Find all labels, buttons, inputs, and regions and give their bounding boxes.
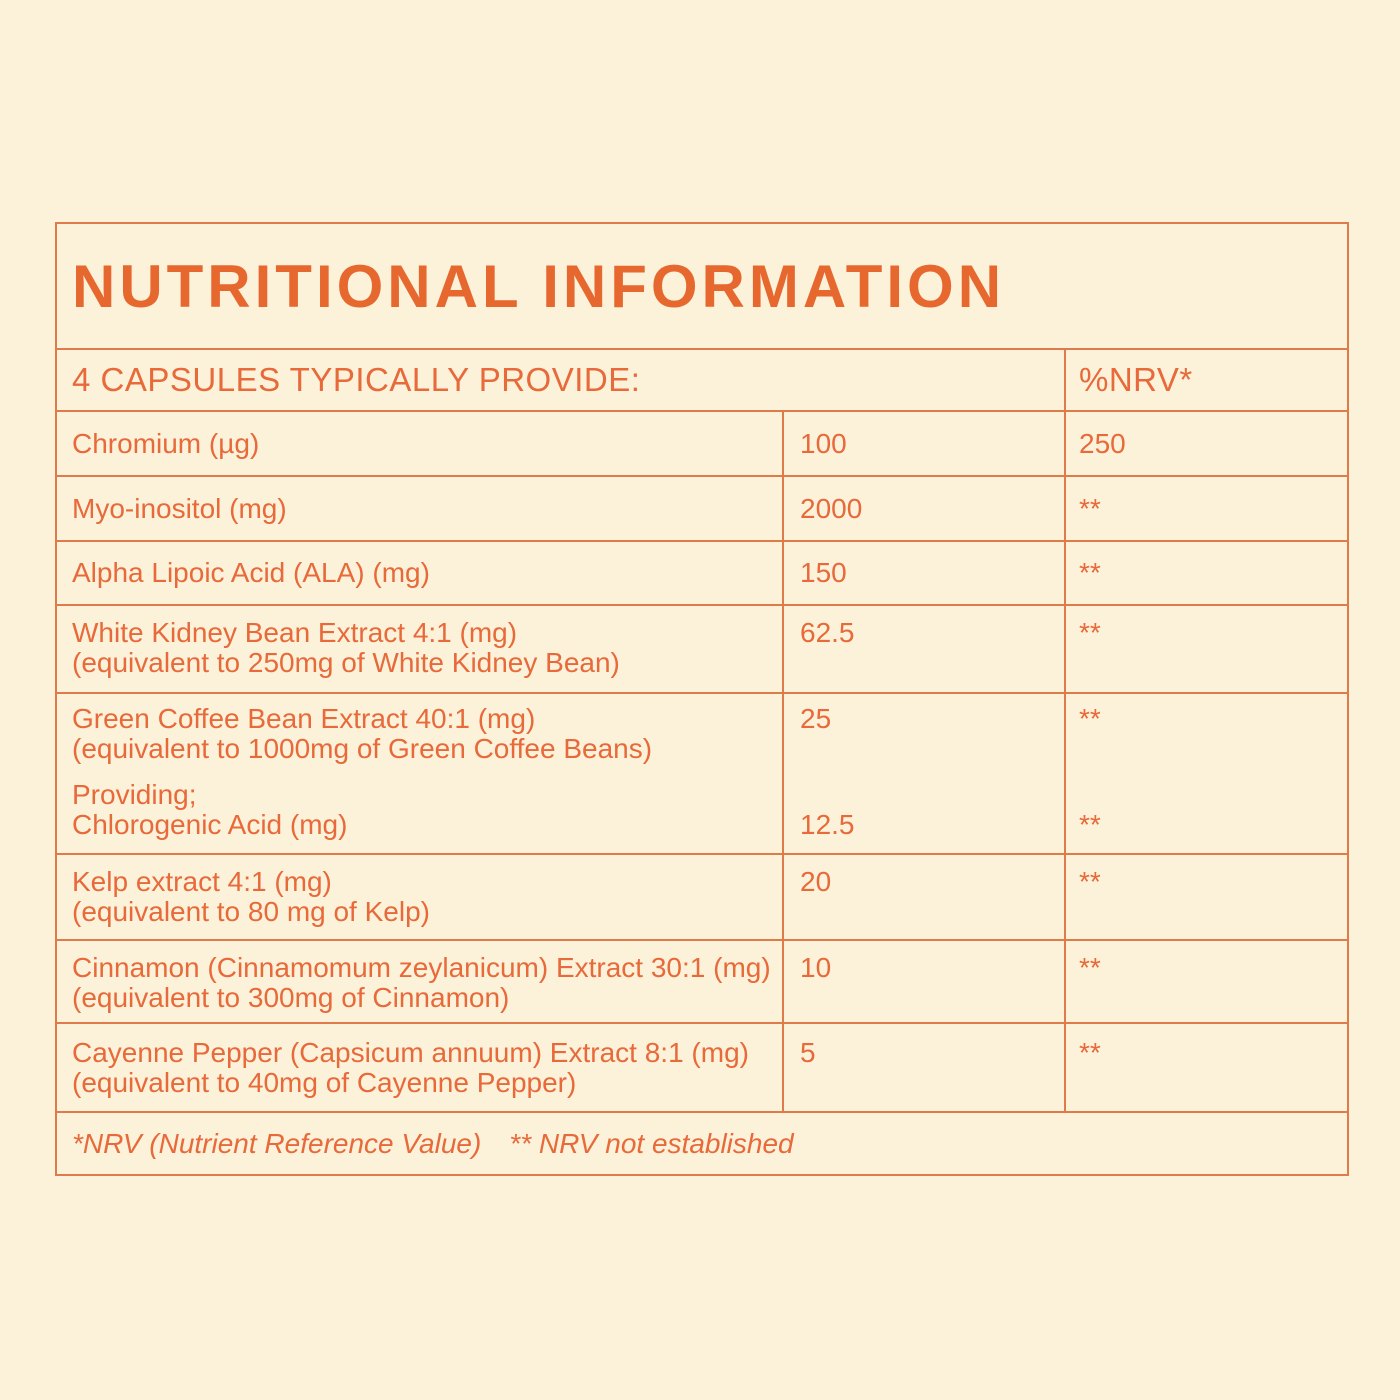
nutrient-equivalent-line: (equivalent to 300mg of Cinnamon) xyxy=(72,982,510,1013)
amount-value: 5 xyxy=(800,1037,816,1068)
nutrient-name-line: Kelp extract 4:1 (mg) xyxy=(72,866,332,897)
table-row-kelp: Kelp extract 4:1 (mg) (equivalent to 80 … xyxy=(57,855,1347,941)
nrv-value: ** xyxy=(1079,866,1101,897)
nutrient-name-line: Cayenne Pepper (Capsicum annuum) Extract… xyxy=(72,1037,749,1068)
nutrient-name: Green Coffee Bean Extract 40:1 (mg) (equ… xyxy=(57,694,782,853)
amount-value-2: 12.5 xyxy=(800,809,855,840)
table-row-white-kidney-bean: White Kidney Bean Extract 4:1 (mg) (equi… xyxy=(57,606,1347,694)
nutrient-nrv: ** xyxy=(1064,941,1347,1022)
table-row-chromium: Chromium (µg) 100 250 xyxy=(57,412,1347,477)
nrv-value: ** xyxy=(1079,1037,1101,1068)
nutrient-name-line: White Kidney Bean Extract 4:1 (mg) xyxy=(72,617,518,648)
nutrient-amount: 100 xyxy=(782,412,1064,475)
nutrient-name-line: Cinnamon (Cinnamomum zeylanicum) Extract… xyxy=(72,952,771,983)
amount-value: 10 xyxy=(800,952,832,983)
nrv-not-established-footnote: ** NRV not established xyxy=(509,1127,794,1159)
table-row-alpha-lipoic-acid: Alpha Lipoic Acid (ALA) (mg) 150 ** xyxy=(57,542,1347,606)
title-row: NUTRITIONAL INFORMATION xyxy=(57,224,1347,350)
nrv-value: ** xyxy=(1079,952,1101,983)
nutrient-amount: 150 xyxy=(782,542,1064,604)
table-row-cinnamon: Cinnamon (Cinnamomum zeylanicum) Extract… xyxy=(57,941,1347,1024)
nutrient-nrv: ** xyxy=(1064,542,1347,604)
nutrient-equivalent-line: (equivalent to 1000mg of Green Coffee Be… xyxy=(72,733,653,764)
nutrient-amount: 20 xyxy=(782,855,1064,939)
table-row-cayenne-pepper: Cayenne Pepper (Capsicum annuum) Extract… xyxy=(57,1024,1347,1113)
table-row-myo-inositol: Myo-inositol (mg) 2000 ** xyxy=(57,477,1347,542)
nutrient-name: Cayenne Pepper (Capsicum annuum) Extract… xyxy=(57,1024,782,1111)
table-header-row: 4 CAPSULES TYPICALLY PROVIDE: %NRV* xyxy=(57,350,1347,412)
serving-header: 4 CAPSULES TYPICALLY PROVIDE: xyxy=(72,361,641,398)
chlorogenic-acid-label: Chlorogenic Acid (mg) xyxy=(72,809,348,840)
nutrient-amount: 62.5 xyxy=(782,606,1064,692)
nrv-value-2: ** xyxy=(1079,809,1101,840)
nutrient-name-line: Green Coffee Bean Extract 40:1 (mg) xyxy=(72,703,536,734)
footnote-row: *NRV (Nutrient Reference Value) ** NRV n… xyxy=(57,1113,1347,1174)
nutrient-name-block: Green Coffee Bean Extract 40:1 (mg) (equ… xyxy=(72,704,772,764)
providing-block: Providing; Chlorogenic Acid (mg) xyxy=(72,780,772,840)
nrv-header: %NRV* xyxy=(1064,350,1347,410)
nutrient-nrv: ** xyxy=(1064,606,1347,692)
providing-label: Providing; xyxy=(72,779,197,810)
nutrient-amount: 10 xyxy=(782,941,1064,1022)
nutrient-name: Chromium (µg) xyxy=(72,427,260,459)
nutrient-name: Myo-inositol (mg) xyxy=(72,492,287,524)
nutrient-nrv: ** xyxy=(1064,477,1347,540)
nutrient-amount: 2000 xyxy=(782,477,1064,540)
amount-value: 62.5 xyxy=(800,617,855,648)
nutrient-equivalent-line: (equivalent to 80 mg of Kelp) xyxy=(72,896,430,927)
nutrient-equivalent-line: (equivalent to 250mg of White Kidney Bea… xyxy=(72,647,620,678)
nutrient-nrv: ** xyxy=(1064,1024,1347,1111)
nutrient-name: Kelp extract 4:1 (mg) (equivalent to 80 … xyxy=(57,855,782,939)
nutrient-nrv: 250 xyxy=(1064,412,1347,475)
nrv-value: ** xyxy=(1079,617,1101,648)
nutrient-nrv: ** ** xyxy=(1064,694,1347,853)
nrv-footnote: *NRV (Nutrient Reference Value) xyxy=(72,1127,482,1159)
nutrient-name: Alpha Lipoic Acid (ALA) (mg) xyxy=(72,557,430,588)
nutrient-equivalent-line: (equivalent to 40mg of Cayenne Pepper) xyxy=(72,1067,577,1098)
table-row-green-coffee-bean: Green Coffee Bean Extract 40:1 (mg) (equ… xyxy=(57,694,1347,855)
nutritional-information-table: NUTRITIONAL INFORMATION 4 CAPSULES TYPIC… xyxy=(55,222,1349,1176)
nutrient-amount: 25 12.5 xyxy=(782,694,1064,853)
amount-value: 25 xyxy=(800,703,832,734)
page-title: NUTRITIONAL INFORMATION xyxy=(72,252,1006,320)
nutrient-nrv: ** xyxy=(1064,855,1347,939)
nutrient-name: White Kidney Bean Extract 4:1 (mg) (equi… xyxy=(57,606,782,692)
nutrient-name: Cinnamon (Cinnamomum zeylanicum) Extract… xyxy=(57,941,782,1022)
nutrient-amount: 5 xyxy=(782,1024,1064,1111)
amount-value: 20 xyxy=(800,866,832,897)
nrv-value: ** xyxy=(1079,703,1101,734)
